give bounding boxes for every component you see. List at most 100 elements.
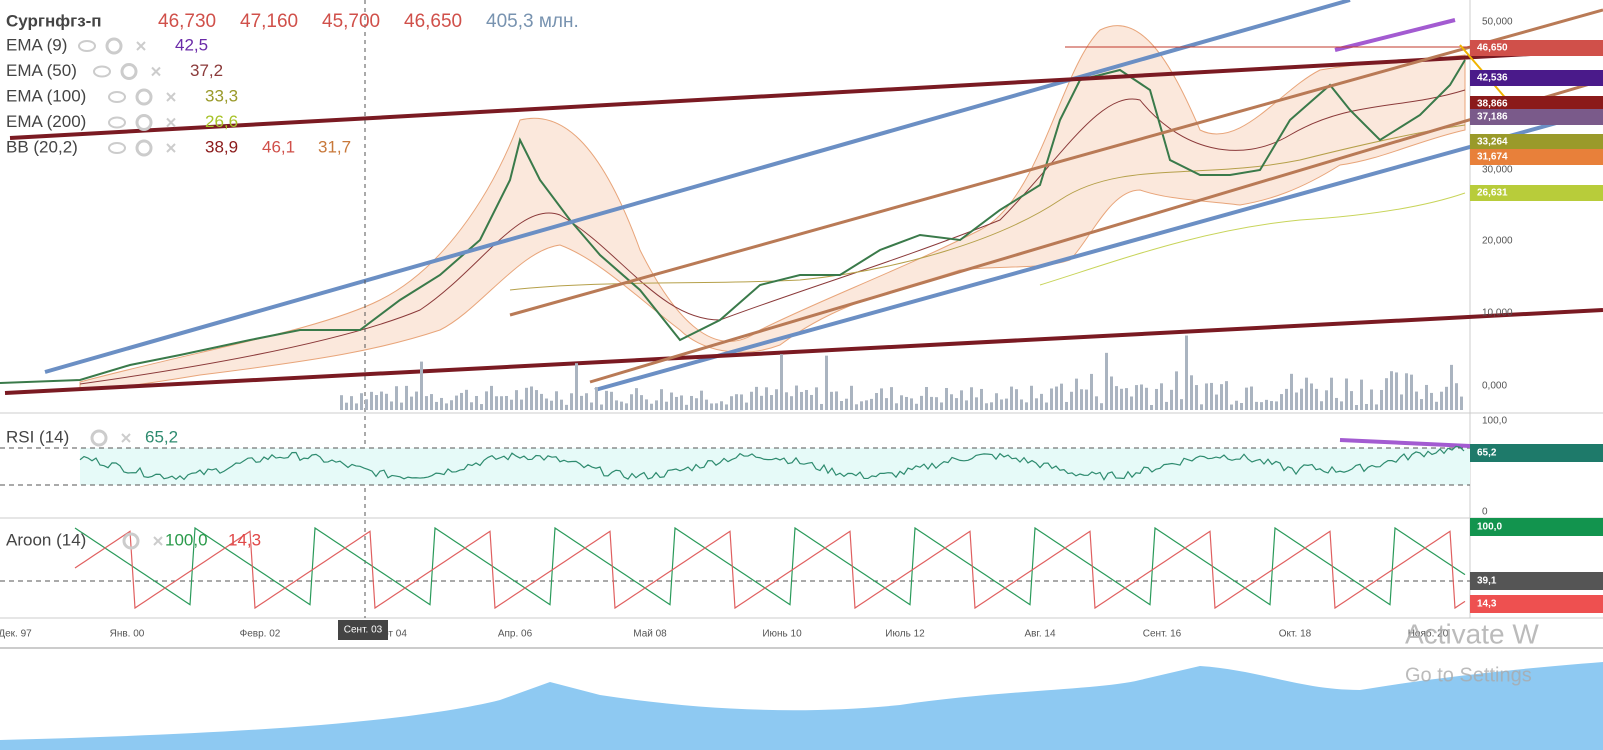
rsi-tag: 65,2 [1477,448,1497,459]
volume-bar [920,395,923,410]
volume-bar [1450,364,1453,410]
ema-50 [79,89,1466,385]
volume-bar [750,391,753,410]
volume-bar [965,400,968,410]
volume-bar [615,400,618,410]
volume-bar [1030,385,1033,410]
price-tag: 33,264 [1477,137,1508,148]
volume-bar [1160,383,1163,410]
volume-bar [1250,386,1253,410]
volume-bar [790,396,793,410]
volume-bar [1205,383,1208,410]
volume-bar [450,400,453,410]
volume-bar [975,397,978,410]
volume-bar [990,402,993,410]
volume-bar [1185,335,1188,410]
volume-bar [760,395,763,410]
volume-bar [1290,373,1293,410]
indicator-lines [74,445,1466,610]
volume-bar [875,393,878,410]
close-icon [166,117,176,128]
volume-bar [1065,401,1068,410]
volume-bar [380,391,383,410]
volume-bar [715,403,718,410]
trend-line [44,0,1351,374]
trend-line [589,78,1603,384]
time-axis-label: рт 04 [383,629,407,640]
volume-bar [1345,378,1348,410]
volume-bar [1435,401,1438,410]
volume-bar [680,395,683,410]
volume-bar [600,404,603,410]
volume-bar [495,396,498,410]
volume-bar [1195,385,1198,410]
volume-bar [1050,388,1053,410]
volume-bar [1395,372,1398,410]
volume-bar [1180,399,1183,410]
volume-bar [345,402,348,410]
volume-bar [570,393,573,410]
volume-bars [340,335,1463,410]
volume-bar [1015,389,1018,410]
indicator-name: BB (20,2) [6,137,78,156]
volume-bar [505,395,508,410]
volume-bar [1085,389,1088,410]
aroon-down-line [74,530,1466,610]
volume-bar [490,385,493,410]
volume-bar [660,389,663,410]
volume-bar [1380,389,1383,410]
volume-bar [1255,401,1258,410]
volume-bar [1445,386,1448,410]
indicator-value: 37,2 [190,61,223,80]
volume-bar [440,397,443,410]
time-axis-label: Май 08 [633,629,667,640]
volume-bar [390,401,393,410]
volume-bar [465,389,468,410]
volume-bar [1155,388,1158,410]
trend-line [9,48,1603,140]
volume-bar [1280,394,1283,410]
close-icon [151,66,161,77]
symbol: Сургнфгз-п [6,11,102,30]
volume-bar [1335,397,1338,410]
eye-icon [108,142,126,154]
volume-bar [625,403,628,410]
indicator-value: 38,9 [205,137,238,156]
eye-icon [108,116,126,129]
volume-bar [685,404,688,410]
volume-bar [830,391,833,410]
volume-bar [1000,399,1003,410]
price-tag-box [1470,134,1603,150]
volume-bar [565,404,568,410]
aroon-tag: 14,3 [1477,599,1497,610]
volume-bar [1240,403,1243,410]
navigator-area [0,662,1603,750]
volume-bar [395,386,398,410]
ema-200 [1039,192,1466,286]
volume-bar [755,386,758,410]
volume-bar [675,396,678,410]
volume-bar [1365,403,1368,410]
volume-bar [745,402,748,410]
volume-bar [375,395,378,410]
volume-bar [555,391,558,410]
volume-bar [775,389,778,410]
volume-bar [720,401,723,410]
volume-bar [735,394,738,410]
price-tag: 37,186 [1477,112,1508,123]
volume-bar [1145,387,1148,410]
indicator-name: EMA (50) [6,61,77,80]
high: 47,160 [240,11,298,32]
volume-bar [725,404,728,410]
time-axis-label: Июль 12 [885,629,925,640]
volume-bar [460,392,463,410]
volume-bar [655,400,658,410]
volume-bar [1075,378,1078,410]
volume-bar [1260,402,1263,410]
volume-bar [1130,396,1133,410]
volume-bar [500,396,503,410]
volume-bar [630,394,633,410]
price-tag-box [1470,96,1603,112]
volume-bar [810,394,813,410]
